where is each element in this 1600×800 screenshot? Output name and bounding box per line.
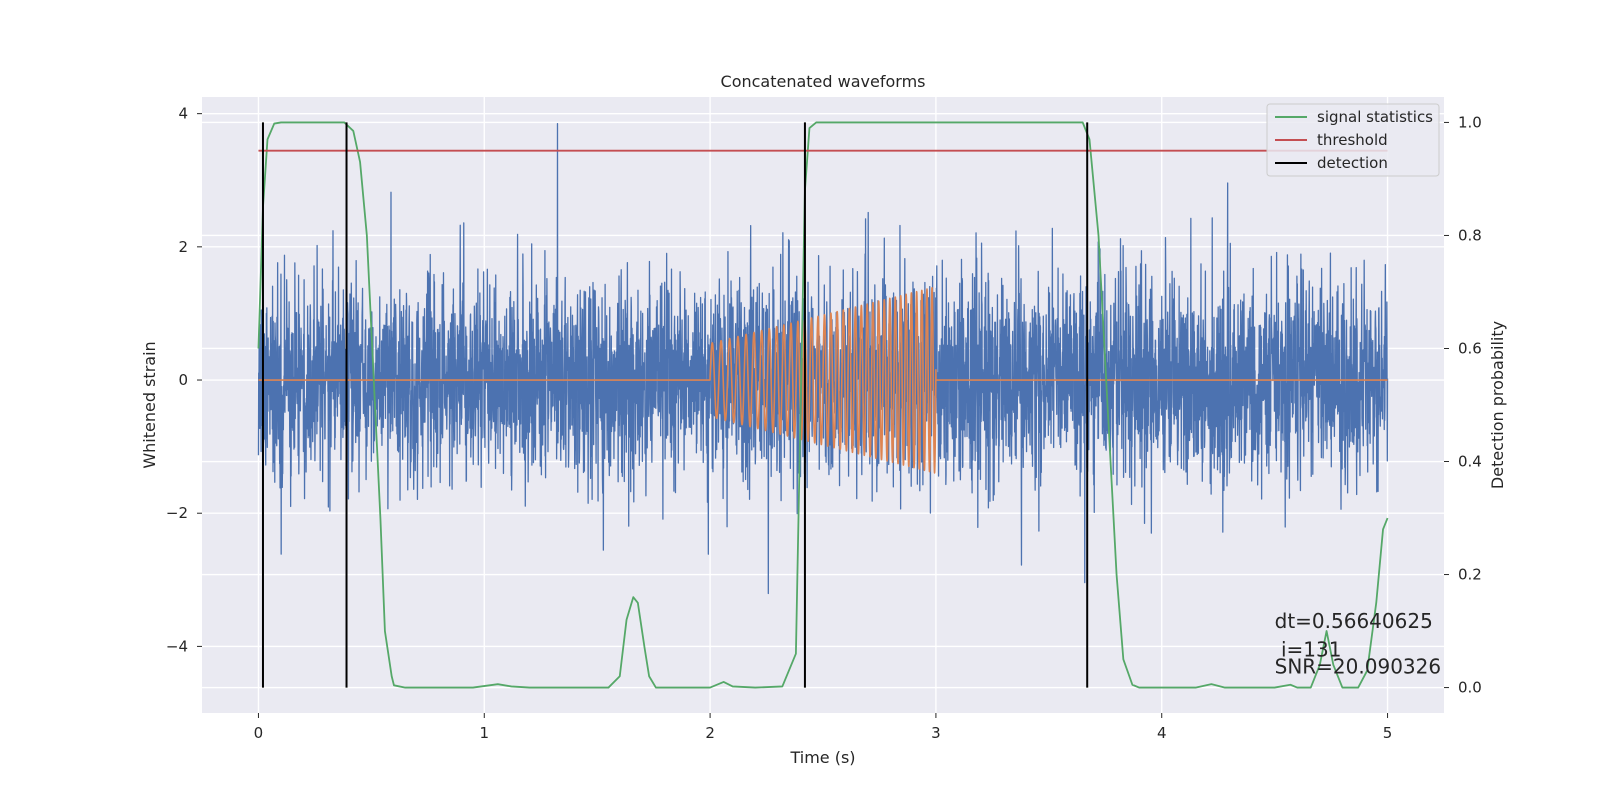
annotation-text: i=131 [1275,637,1342,661]
legend: signal statistics threshold detection [1266,103,1440,177]
y2-tick-label: 0.8 [1458,226,1482,244]
x-tick-label: 4 [1157,724,1167,742]
y-tick-label: −4 [166,637,188,655]
y2-tick-label: 0.6 [1458,339,1482,357]
series-line-1 [258,287,1388,474]
y-tick-label: −2 [166,504,188,522]
legend-label: signal statistics [1317,108,1433,126]
series-line-2 [257,121,1389,689]
x-tick-label: 2 [705,724,715,742]
legend-label: threshold [1317,131,1388,149]
y-tick-label: 0 [178,371,188,389]
x-axis-label: Time (s) [789,748,855,767]
y2-tick-label: 0.0 [1458,679,1482,697]
y-axis-label: Whitened strain [140,341,159,468]
x-tick-label: 1 [479,724,489,742]
annotation-text: SNR=20.090326 [1275,654,1441,678]
y-tick-label: 4 [178,105,188,123]
y2-tick-label: 0.2 [1458,566,1482,584]
ticks-layer: 0 1 2 3 4 5 4 2 0 −2 −4 1.0 0.8 0.6 0.4 0.2 0.0 [166,105,1482,742]
legend-label: detection [1317,154,1388,172]
detection-layer [261,122,1089,688]
x-tick-label: 5 [1383,724,1393,742]
y2-tick-label: 1.0 [1458,113,1482,131]
x-tick-label: 3 [931,724,941,742]
y-tick-label: 2 [178,238,188,256]
legend-box [1266,103,1440,177]
y2-axis-label: Detection probability [1488,321,1507,489]
series-layer [257,121,1389,689]
x-tick-label: 0 [254,724,264,742]
chart-title: Concatenated waveforms [721,72,926,91]
y2-tick-label: 0.4 [1458,453,1482,471]
annotation-text: dt=0.56640625 [1275,609,1433,633]
